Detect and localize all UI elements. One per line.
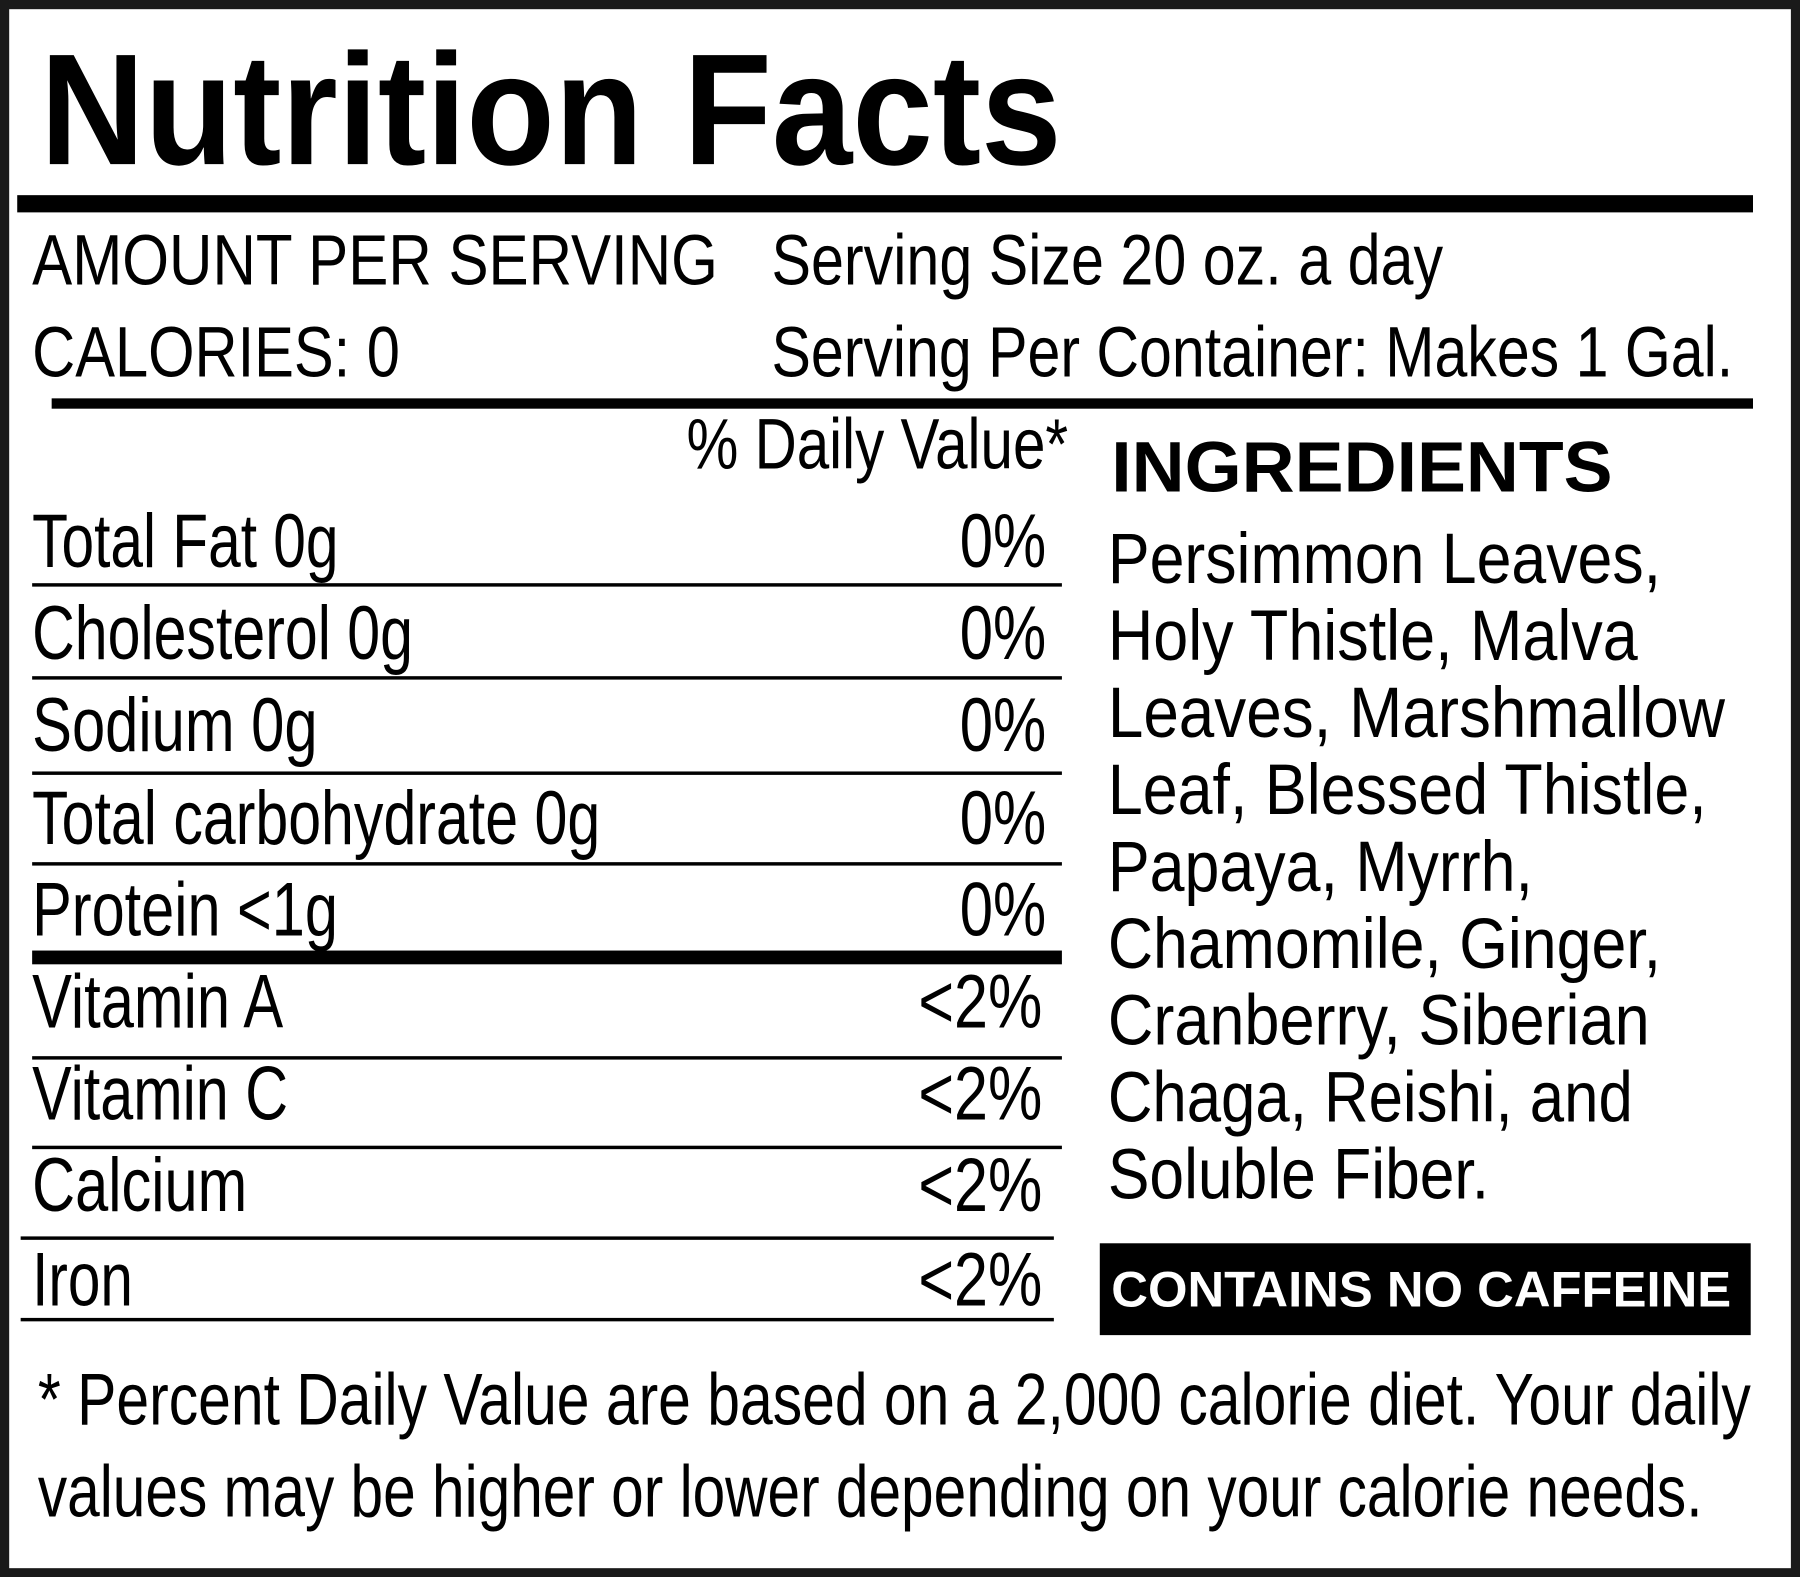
nutrient-percent: <2% bbox=[918, 1236, 1043, 1322]
ingredient-line: Leaves, Marshmallow bbox=[1107, 673, 1726, 754]
nutrient-divider bbox=[32, 862, 1062, 866]
page-title: Nutrition Facts bbox=[40, 21, 1062, 199]
nutrient-percent: 0% bbox=[959, 774, 1047, 860]
nutrient-percent: 0% bbox=[959, 681, 1047, 767]
nutrient-name: Calcium bbox=[32, 1142, 248, 1228]
no-caffeine-text: CONTAINS NO CAFFEINE bbox=[1111, 1261, 1732, 1318]
ingredients-heading: INGREDIENTS bbox=[1111, 428, 1613, 508]
nutrient-divider bbox=[32, 1056, 1062, 1060]
nutrient-name: Vitamin C bbox=[32, 1050, 289, 1136]
nutrient-name: Total Fat 0g bbox=[32, 498, 339, 584]
nutrient-name: Cholesterol 0g bbox=[32, 590, 413, 676]
nutrient-divider bbox=[32, 676, 1062, 680]
nutrient-name: Protein <1g bbox=[32, 866, 338, 952]
nutrient-percent: <2% bbox=[918, 1142, 1043, 1228]
nutrient-divider bbox=[32, 950, 1062, 965]
nutrient-divider bbox=[32, 1145, 1062, 1150]
calories-value: CALORIES: 0 bbox=[32, 313, 400, 393]
ingredient-line: Papaya, Myrrh, bbox=[1107, 827, 1533, 907]
servings-per-container: Serving Per Container: Makes 1 Gal. bbox=[771, 313, 1734, 393]
nutrient-percent: <2% bbox=[918, 958, 1043, 1044]
ingredient-line: Leaf, Blessed Thistle, bbox=[1107, 750, 1707, 831]
nutrient-divider bbox=[32, 771, 1062, 775]
nutrient-name: Sodium 0g bbox=[32, 681, 318, 767]
no-caffeine-badge bbox=[1099, 1243, 1751, 1336]
ingredient-line: Persimmon Leaves, bbox=[1107, 520, 1662, 600]
amount-per-serving-label: AMOUNT PER SERVING bbox=[32, 221, 718, 301]
nutrient-percent: 0% bbox=[959, 590, 1047, 676]
nutrient-name: Total carbohydrate 0g bbox=[32, 774, 601, 860]
footnote-line-2: values may be higher or lower depending … bbox=[37, 1449, 1703, 1533]
daily-value-header: % Daily Value* bbox=[686, 405, 1069, 485]
title-divider bbox=[17, 195, 1753, 213]
nutrient-percent: <2% bbox=[918, 1050, 1043, 1136]
nutrient-name: Vitamin A bbox=[32, 958, 284, 1044]
nutrient-divider bbox=[20, 1317, 1054, 1322]
footnote-line-1: * Percent Daily Value are based on a 2,0… bbox=[37, 1358, 1751, 1441]
ingredient-line: Holy Thistle, Malva bbox=[1107, 596, 1638, 677]
serving-divider bbox=[51, 398, 1753, 409]
ingredient-line: Soluble Fiber. bbox=[1107, 1135, 1490, 1215]
serving-size: Serving Size 20 oz. a day bbox=[771, 221, 1444, 301]
ingredient-line: Chaga, Reishi, and bbox=[1107, 1058, 1633, 1138]
nutrient-divider bbox=[20, 1236, 1054, 1240]
ingredient-line: Cranberry, Siberian bbox=[1107, 981, 1650, 1061]
nutrient-divider bbox=[32, 583, 1062, 587]
nutrient-percent: 0% bbox=[959, 866, 1047, 952]
nutrient-percent: 0% bbox=[959, 498, 1047, 584]
ingredient-line: Chamomile, Ginger, bbox=[1107, 904, 1662, 984]
nutrient-name: Iron bbox=[32, 1236, 133, 1322]
